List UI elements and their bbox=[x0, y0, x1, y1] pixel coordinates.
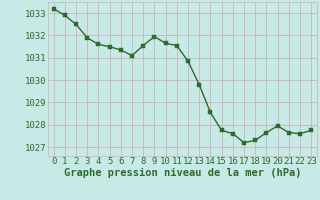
X-axis label: Graphe pression niveau de la mer (hPa): Graphe pression niveau de la mer (hPa) bbox=[64, 168, 301, 178]
